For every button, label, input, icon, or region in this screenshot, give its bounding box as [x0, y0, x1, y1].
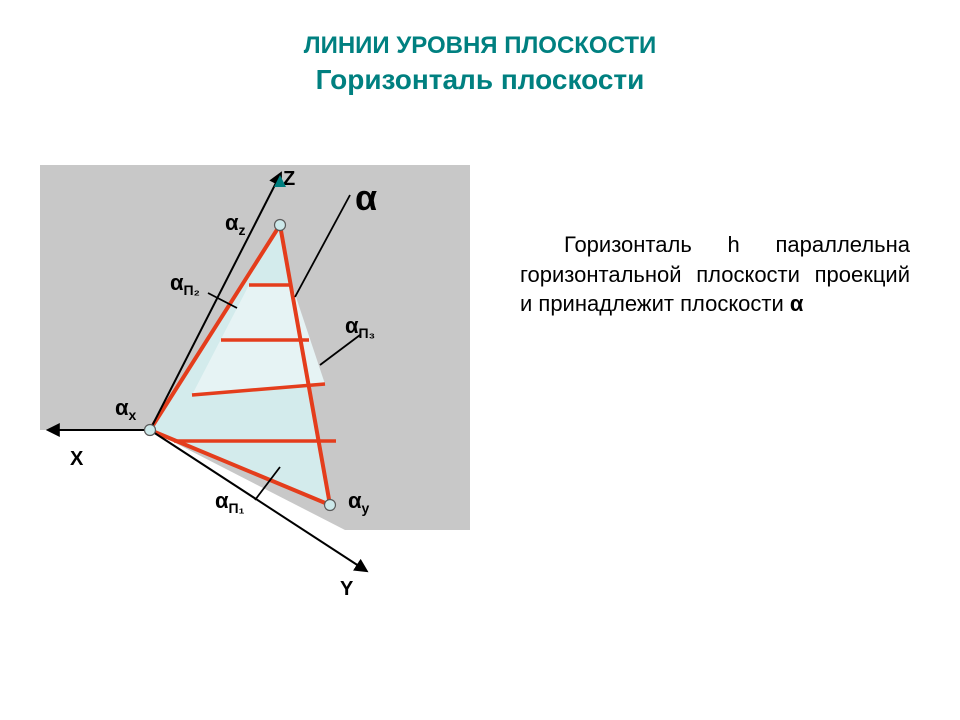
description-alpha: α: [790, 291, 804, 316]
description-text: Горизонталь h парал­лельна горизонтально…: [520, 232, 910, 316]
title-line-2: Горизонталь плоскости: [0, 64, 960, 96]
node-ax: [145, 425, 156, 436]
node-az: [275, 220, 286, 231]
node-ay: [325, 500, 336, 511]
label-ap1: αП₁: [215, 488, 245, 516]
axis-label-x: X: [70, 448, 84, 470]
description-paragraph: Горизонталь h парал­лельна горизонтально…: [520, 230, 910, 319]
label-alpha: α: [355, 177, 377, 218]
title-block: ЛИНИИ УРОВНЯ ПЛОСКОСТИ Горизонталь плоск…: [0, 32, 960, 96]
geometry-diagram: XZY ααzαП₂αП₃αxαП₁αy: [40, 165, 470, 615]
axis-label-y: Y: [340, 578, 354, 600]
title-line-1: ЛИНИИ УРОВНЯ ПЛОСКОСТИ: [0, 32, 960, 60]
